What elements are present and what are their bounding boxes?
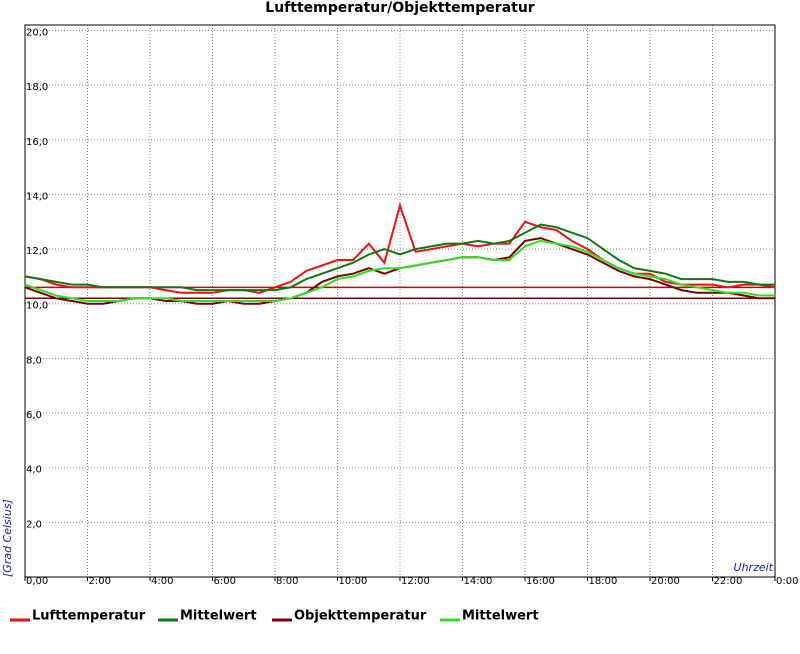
x-tick-label: 16:00 <box>526 576 555 587</box>
x-tick-label: 20:00 <box>651 576 680 587</box>
line-series <box>24 239 775 302</box>
y-tick-label: 20,0 <box>26 27 48 38</box>
y-tick-label: 14,0 <box>26 191 48 202</box>
y-axis-label: [Grad Celsius] <box>1 499 14 577</box>
y-tick-label: 4,0 <box>26 465 42 476</box>
x-tick-label: 10:00 <box>339 576 368 587</box>
y-tick-label: 16,0 <box>26 137 48 148</box>
legend-label: Mittelwert <box>462 609 539 624</box>
legend-label: Mittelwert <box>180 609 257 624</box>
x-tick-label: 8:00 <box>276 576 298 587</box>
x-tick-label: 4:00 <box>151 576 173 587</box>
x-tick-label: 14:00 <box>464 576 493 587</box>
x-tick-label: 6:00 <box>214 576 236 587</box>
x-tick-label: 22:00 <box>714 576 743 587</box>
legend-label: Objekttemperatur <box>294 609 427 624</box>
y-tick-label: 18,0 <box>26 82 48 93</box>
legend-label: Lufttemperatur <box>32 609 146 624</box>
y-tick-label: 2,0 <box>26 519 42 530</box>
x-tick-label: 0,00 <box>26 576 48 587</box>
line-series <box>24 223 775 292</box>
plot-frame <box>24 24 776 578</box>
x-tick-label: 18:00 <box>589 576 618 587</box>
y-tick-label: 10,0 <box>26 301 48 312</box>
y-tick-label: 6,0 <box>26 410 42 421</box>
y-tick-label: 8,0 <box>26 355 42 366</box>
x-tick-label: 2:00 <box>89 576 111 587</box>
y-tick-label: 12,0 <box>26 246 48 257</box>
x-tick-label: 12:00 <box>401 576 430 587</box>
chart-title: Lufttemperatur/Objekttemperatur <box>265 0 535 16</box>
x-tick-label: 0:00 <box>776 576 798 587</box>
x-axis-label: Uhrzeit <box>734 561 774 574</box>
